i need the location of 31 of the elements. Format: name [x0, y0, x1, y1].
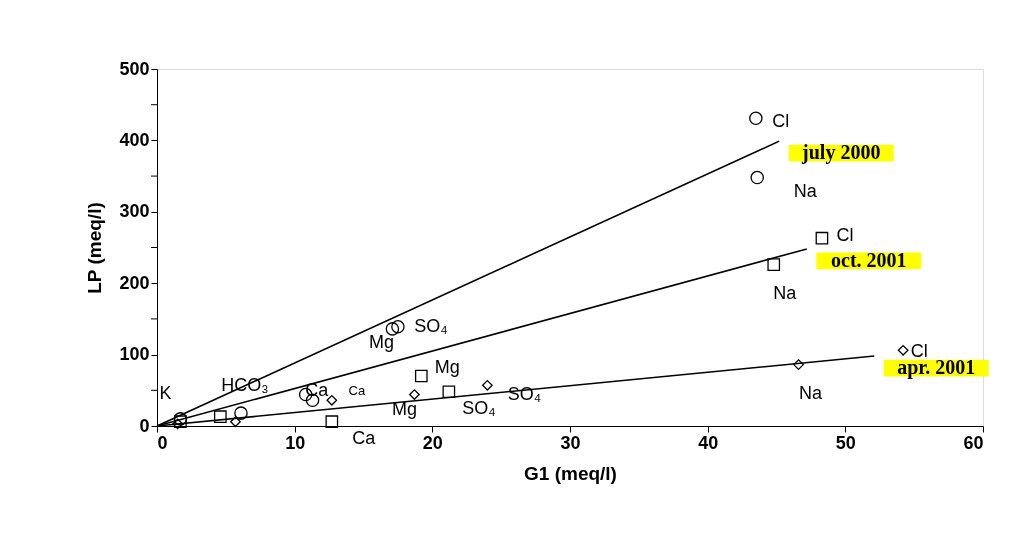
series-label: july 2000	[801, 141, 881, 165]
x-tick-label: 0	[157, 432, 168, 453]
y-tick-label: 400	[119, 129, 150, 150]
x-tick-label: 50	[835, 432, 856, 453]
y-tick-label: 200	[119, 272, 150, 293]
annotation: Cl	[772, 111, 790, 132]
x-tick-label: 60	[963, 432, 984, 453]
y-tick-label: 500	[119, 58, 150, 79]
annotation: K	[159, 382, 172, 403]
x-axis-title: G1 (meq/l)	[524, 462, 617, 484]
annotation: SO₄	[462, 397, 496, 418]
annotation: Mg	[434, 357, 460, 378]
annotation: SO₄	[507, 384, 542, 405]
y-tick-label: 300	[119, 201, 150, 222]
y-tick-label: 100	[119, 344, 150, 365]
x-tick-label: 30	[560, 432, 581, 453]
annotation: Mg	[391, 398, 417, 419]
annotation: Na	[799, 382, 824, 403]
annotation: Mg	[368, 331, 394, 352]
y-axis-title: LP (meq/l)	[84, 202, 106, 294]
x-tick-label: 20	[422, 432, 443, 453]
annotation: SO₄	[414, 315, 448, 336]
x-tick-label: 40	[698, 432, 719, 453]
annotation: Na	[773, 282, 798, 303]
annotation: Ca	[348, 383, 366, 399]
annotation: Ca	[352, 427, 377, 448]
x-tick-label: 10	[285, 432, 306, 453]
annotation: Cl	[836, 225, 854, 246]
y-tick-label: 0	[139, 415, 150, 436]
series-label: oct. 2001	[831, 248, 907, 271]
annotation: Na	[793, 180, 818, 201]
